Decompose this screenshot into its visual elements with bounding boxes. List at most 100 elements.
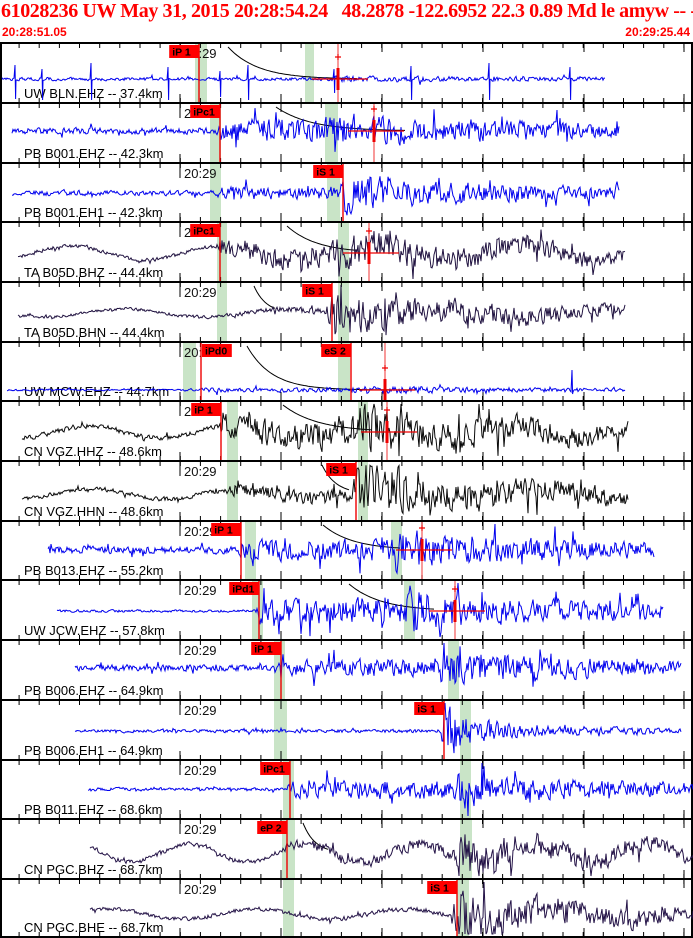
time-ticks (18, 44, 685, 102)
pick-flag[interactable] (260, 762, 290, 775)
minute-label: 20:29 (184, 166, 217, 181)
pick-flag-label: iS 1 (417, 704, 436, 716)
arrival-window-band (195, 44, 207, 102)
pick-flag-label: iPc1 (193, 107, 215, 119)
station-label: PB B006.EH1 -- 64.9km (24, 743, 163, 758)
trace-panel-9[interactable]: 20:29 PB B013.EHZ -- 55.2km iP 1 (0, 520, 693, 579)
pick-flag[interactable] (326, 463, 356, 476)
trace-line (11, 108, 620, 152)
arrival-window-band (282, 820, 295, 878)
trace-panel-5[interactable]: 20:29 TA B05D.BHN -- 44.4km iS 1 (0, 281, 693, 341)
arrival-window-band (217, 283, 227, 341)
minute-label: 20:29 (184, 583, 217, 598)
time-ticks (18, 283, 685, 341)
trace-frame (0, 42, 693, 938)
coda-decay-curve (286, 225, 357, 251)
pick-flag-label: iPc1 (193, 226, 215, 238)
pick-flag-label: iS 1 (430, 883, 449, 895)
trace-panel-11[interactable]: 20:29 PB B006.EHZ -- 64.9km iP 1 (0, 639, 693, 699)
minute-label: 20:29 (184, 524, 217, 539)
trace-panel-6[interactable]: 20:29 UW MCW.EHZ -- 44.7km iPd0 eS 2 (0, 341, 693, 400)
station-label: TA B05D.BHZ -- 44.4km (24, 265, 163, 280)
pick-flag[interactable] (190, 224, 220, 237)
trace-line (1, 62, 605, 101)
amplitude-cross-bar (367, 242, 371, 264)
arrival-window-band (183, 343, 196, 400)
trace-panel-12[interactable]: 20:29 PB B006.EH1 -- 64.9km iS 1 (0, 699, 693, 759)
pick-flag-label: iS 1 (316, 167, 335, 179)
trace-panel-13[interactable]: 20:29 PB B011.EHZ -- 68.6km iPc1 (0, 759, 693, 818)
pick-flag-label: iP 1 (172, 47, 191, 59)
trace-line (11, 176, 620, 216)
pick-flag[interactable] (211, 523, 241, 536)
seismogram-waveform: 20:29 CN PGC.BHZ -- 68.7km eP 2 (18, 820, 693, 878)
pick-flag[interactable] (414, 702, 444, 715)
arrival-window-band (327, 164, 340, 221)
arrival-window-band (274, 641, 285, 699)
trace-panel-15[interactable]: 20:29 CN PGC.BHE -- 68.7km iS 1 (0, 878, 693, 938)
seismogram-waveform: 20:29 CN PGC.BHE -- 68.7km iS 1 (18, 880, 693, 936)
arrival-window-band (210, 164, 221, 221)
pick-flag[interactable] (190, 105, 220, 118)
trace-line (21, 463, 629, 516)
amplitude-plus-mark (371, 106, 377, 112)
arrival-window-band (283, 880, 294, 936)
amplitude-plus-mark (366, 228, 372, 234)
trace-line (56, 582, 664, 638)
station-label: TA B05D.BHN -- 44.4km (24, 325, 165, 340)
trace-panel-14[interactable]: 20:29 CN PGC.BHZ -- 68.7km eP 2 (0, 818, 693, 878)
window-start-time: 20:28:51.05 (2, 25, 67, 39)
pick-flag[interactable] (321, 344, 351, 357)
pick-flag[interactable] (302, 284, 332, 297)
arrival-window-band (283, 761, 294, 818)
minute-label: 20:29 (184, 822, 217, 837)
station-label: PB B001.EH1 -- 42.3km (24, 205, 163, 220)
station-label: PB B011.EHZ -- 68.6km (24, 802, 162, 817)
time-ticks (18, 462, 685, 520)
trace-panel-8[interactable]: 20:29 CN VGZ.HHN -- 48.6km iS 1 (0, 460, 693, 520)
pick-flag[interactable] (191, 403, 221, 416)
pick-flag-label: iS 1 (329, 465, 348, 477)
pick-flag[interactable] (313, 165, 343, 178)
amplitude-cross-bar (336, 68, 340, 90)
pick-flag[interactable] (251, 642, 281, 655)
trace-line (17, 229, 626, 280)
minute-label: 20:29 (184, 285, 217, 300)
trace-panel-1[interactable]: 20:29 UW BLN.EHZ -- 37.4km iP 1 (0, 42, 693, 102)
trace-line (21, 403, 629, 457)
pick-flag[interactable] (229, 582, 259, 595)
trace-line (74, 702, 682, 754)
station-label: CN PGC.BHZ -- 68.7km (24, 862, 163, 877)
time-ticks (18, 701, 685, 759)
pick-flag[interactable] (202, 344, 232, 357)
time-ticks (18, 761, 685, 818)
time-ticks (18, 581, 685, 639)
time-ticks (18, 522, 685, 579)
seismogram-waveform: 20:29 TA B05D.BHN -- 44.4km iS 1 (17, 283, 685, 341)
time-ticks (18, 880, 685, 936)
station-label: CN VGZ.HHZ -- 48.6km (24, 444, 162, 459)
arrival-window-band (338, 283, 349, 341)
amplitude-cross-bar (453, 600, 457, 622)
trace-line (47, 523, 655, 575)
station-label: UW BLN.EHZ -- 37.4km (24, 86, 163, 101)
pick-flag[interactable] (169, 45, 199, 58)
trace-panel-10[interactable]: 20:29 UW JCW.EHZ -- 57.8km iPd1 (0, 579, 693, 639)
pick-flag[interactable] (427, 881, 457, 894)
arrival-window-band (217, 223, 227, 281)
trace-line (89, 832, 693, 877)
arrival-window-band (338, 223, 349, 281)
trace-line (74, 642, 682, 687)
pick-flag-label: iPd0 (205, 346, 227, 358)
coda-decay-curve (321, 464, 350, 491)
pick-flag[interactable] (257, 821, 287, 834)
pick-flag-label: iS 1 (305, 286, 324, 298)
arrival-window-band (338, 343, 350, 400)
trace-panel-3[interactable]: 20:29 PB B001.EH1 -- 42.3km iS 1 (0, 162, 693, 221)
coda-decay-curve (322, 524, 401, 549)
station-label: CN VGZ.HHN -- 48.6km (24, 504, 163, 519)
